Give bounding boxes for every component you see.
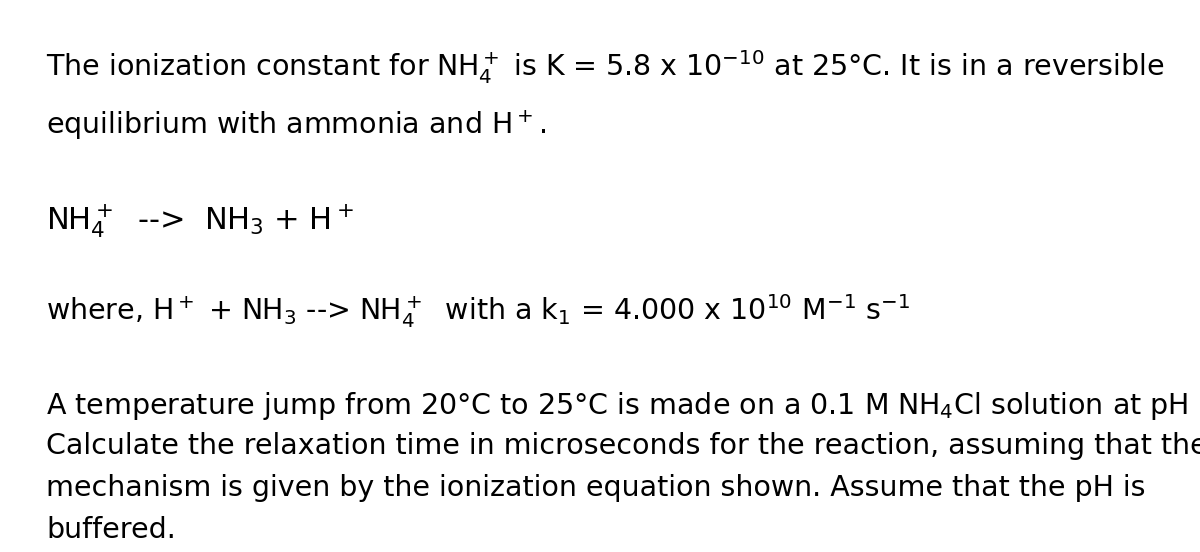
Text: Calculate the relaxation time in microseconds for the reaction, assuming that th: Calculate the relaxation time in microse… (46, 432, 1200, 460)
Text: equilibrium with ammonia and H$^+$.: equilibrium with ammonia and H$^+$. (46, 108, 546, 142)
Text: The ionization constant for NH$_4^+$ is K = 5.8 x 10$^{-10}$ at 25°C. It is in a: The ionization constant for NH$_4^+$ is … (46, 48, 1164, 86)
Text: A temperature jump from 20°C to 25°C is made on a 0.1 M NH$_4$Cl solution at pH : A temperature jump from 20°C to 25°C is … (46, 390, 1200, 422)
Text: where, H$^+$ + NH$_3$ --> NH$_4^+$  with a k$_1$ = 4.000 x 10$^{10}$ M$^{-1}$ s$: where, H$^+$ + NH$_3$ --> NH$_4^+$ with … (46, 292, 911, 330)
Text: buffered.: buffered. (46, 516, 176, 544)
Text: mechanism is given by the ionization equation shown. Assume that the pH is: mechanism is given by the ionization equ… (46, 474, 1146, 502)
Text: NH$_4^+$  -->  NH$_3$ + H$^+$: NH$_4^+$ --> NH$_3$ + H$^+$ (46, 202, 354, 240)
